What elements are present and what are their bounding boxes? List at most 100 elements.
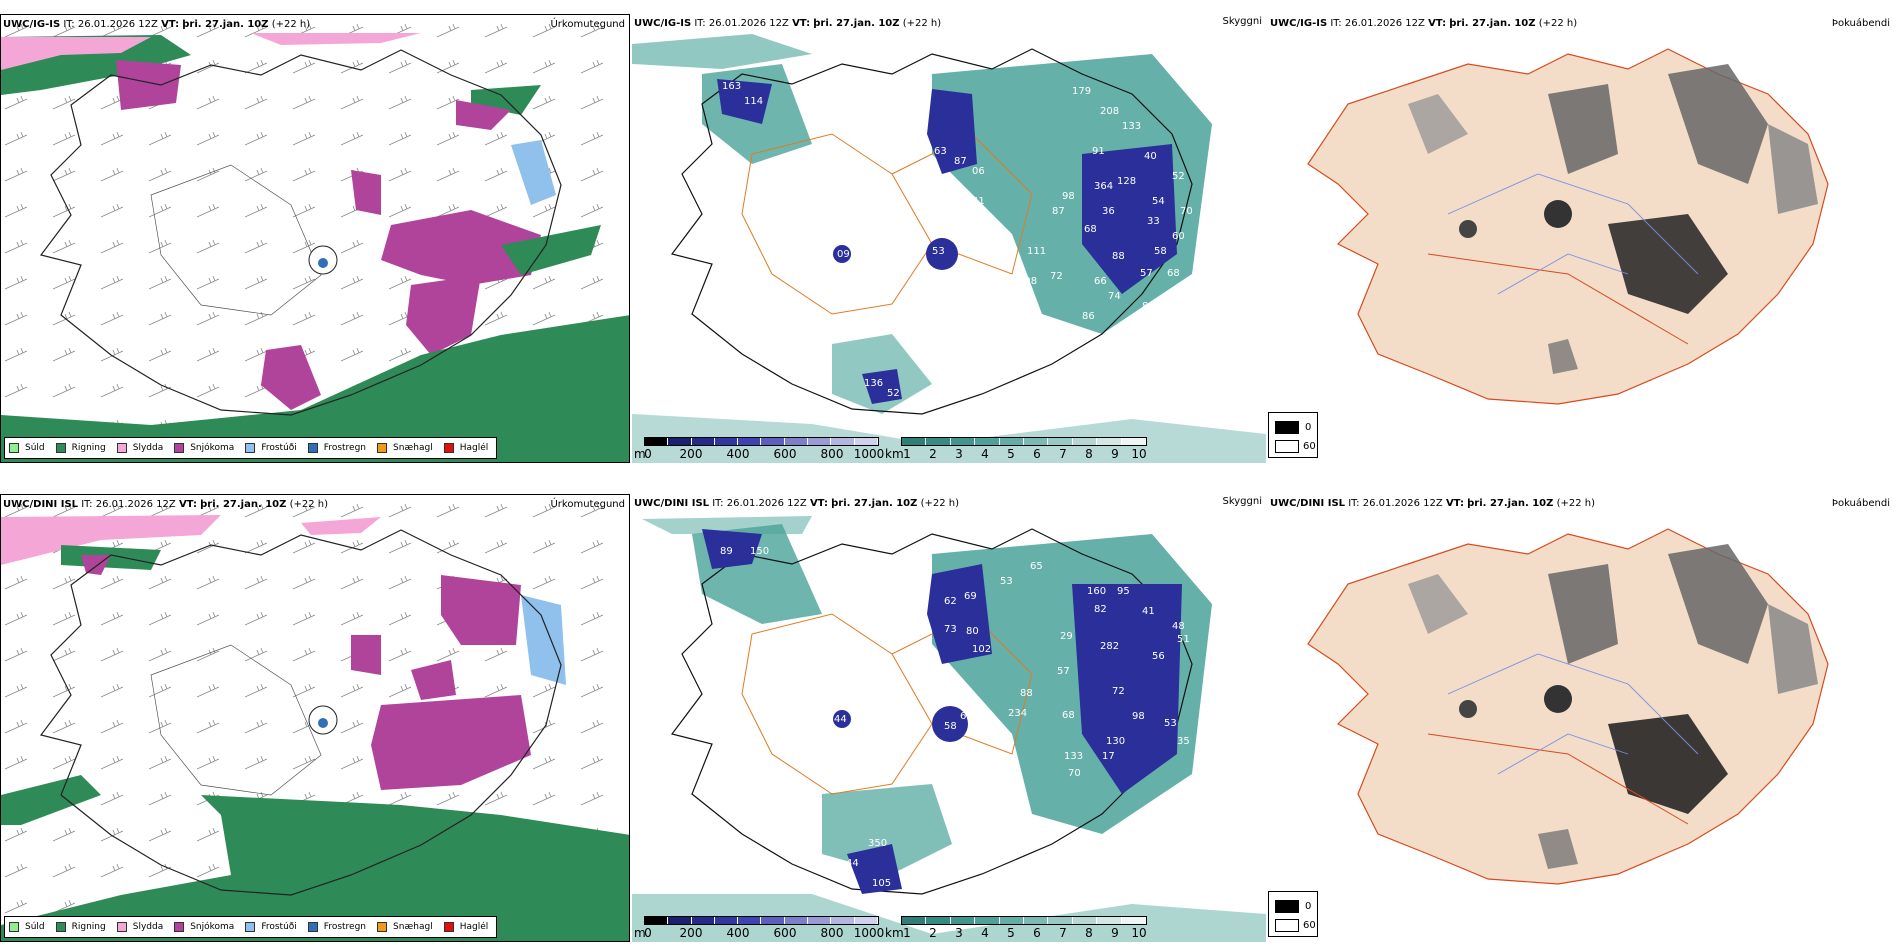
visibility-tick: 1	[903, 926, 911, 940]
visibility-tick: 8	[1085, 926, 1093, 940]
visibility-tick: 7	[1059, 447, 1067, 461]
height-unit: m	[634, 926, 646, 940]
legend-item: Frostúði	[245, 922, 297, 932]
height-tick: 200	[679, 926, 703, 940]
swatch	[245, 922, 256, 932]
svg-text:65: 65	[1030, 561, 1043, 572]
svg-text:282: 282	[1100, 641, 1119, 652]
fog-black-swatch	[1275, 900, 1299, 913]
svg-text:35: 35	[1177, 736, 1190, 747]
height-colorbar: m 0 200 400 600 800 1000	[634, 437, 884, 461]
legend-item: Snæhagl	[377, 922, 433, 932]
fog-map-svg	[1307, 528, 1829, 885]
svg-text:234: 234	[1008, 708, 1027, 719]
height-tick: 0	[644, 926, 652, 940]
svg-text:06: 06	[972, 166, 985, 177]
height-colorbar: m 0 200 400 600 800 1000	[634, 916, 884, 940]
fog-index-map-top: UWC/IG-IS IT: 26.01.2026 12Z VT: þri. 27…	[1268, 14, 1900, 409]
svg-text:88: 88	[1112, 251, 1125, 262]
svg-text:53: 53	[932, 246, 945, 257]
svg-text:65: 65	[960, 711, 973, 722]
legend-item: Snæhagl	[377, 443, 433, 453]
svg-text:70: 70	[1180, 206, 1193, 217]
svg-text:68: 68	[1062, 710, 1075, 721]
svg-text:33: 33	[1147, 216, 1160, 227]
fog-black-value: 0	[1305, 422, 1312, 433]
fog-index-map-bottom: UWC/DINI ISL IT: 26.01.2026 12Z VT: þri.…	[1268, 494, 1900, 889]
swatch	[377, 443, 388, 453]
visibility-tick: 4	[981, 926, 989, 940]
svg-text:88: 88	[1020, 688, 1033, 699]
legend-item: Snjókoma	[174, 922, 234, 932]
svg-text:17: 17	[1102, 751, 1115, 762]
svg-text:91: 91	[1092, 146, 1105, 157]
visibility-tick: 10	[1131, 926, 1147, 940]
visibility-colorbar: km 1 2 3 4 5 6 7 8 9 10	[885, 916, 1147, 940]
precip-map-svg	[1, 495, 629, 941]
height-tick: 800	[820, 926, 844, 940]
svg-text:73: 73	[944, 624, 957, 635]
cloud-visibility-map-top: UWC/IG-IS IT: 26.01.2026 12Z VT: þri. 27…	[632, 14, 1266, 463]
panel-label: Úrkomutegund	[550, 499, 625, 510]
svg-text:69: 69	[964, 591, 977, 602]
height-bar	[644, 916, 879, 925]
height-unit: m	[634, 447, 646, 461]
legend-item: Frostregn	[307, 443, 366, 453]
swatch	[443, 922, 454, 932]
svg-text:108: 108	[1018, 276, 1037, 287]
swatch	[443, 443, 454, 453]
panel-label: Þokuábendi	[1831, 498, 1890, 509]
panel-title: UWC/IG-IS IT: 26.01.2026 12Z VT: þri. 27…	[3, 19, 311, 30]
legend-item: Súld	[9, 443, 45, 453]
svg-text:60: 60	[1172, 231, 1185, 242]
height-bar	[644, 437, 879, 446]
swatch	[9, 922, 19, 932]
svg-text:09: 09	[837, 249, 850, 260]
visibility-tick: 10	[1131, 447, 1147, 461]
visibility-tick: 2	[929, 447, 937, 461]
visibility-tick: 3	[955, 447, 963, 461]
legend-item: Slydda	[116, 443, 163, 453]
cloud-map-svg: 89 150 62 69 73 80 102 58 65 44 53 65 16…	[632, 516, 1266, 942]
svg-text:114: 114	[744, 96, 763, 107]
legend-item: Haglél	[443, 443, 488, 453]
svg-text:98: 98	[1132, 711, 1145, 722]
swatch	[307, 922, 318, 932]
svg-text:95: 95	[1117, 586, 1130, 597]
svg-text:70: 70	[1068, 768, 1081, 779]
panel-title: UWC/DINI ISL IT: 26.01.2026 12Z VT: þri.…	[634, 498, 960, 509]
swatch	[174, 922, 185, 932]
fog-index-legend: 0 60	[1268, 891, 1318, 937]
svg-text:57: 57	[1057, 666, 1070, 677]
svg-text:58: 58	[1154, 246, 1167, 257]
swatch	[377, 922, 388, 932]
svg-text:29: 29	[1060, 631, 1073, 642]
svg-text:44: 44	[834, 714, 847, 725]
visibility-bar	[901, 437, 1147, 446]
swatch	[307, 443, 318, 453]
precip-legend: Súld Rigning Slydda Snjókoma Frostúði Fr…	[4, 916, 498, 938]
panel-title: UWC/IG-IS IT: 26.01.2026 12Z VT: þri. 27…	[634, 18, 942, 29]
svg-text:68: 68	[1084, 224, 1097, 235]
swatch	[116, 922, 127, 932]
fog-map-svg	[1307, 48, 1829, 405]
svg-text:133: 133	[1122, 121, 1141, 132]
svg-text:133: 133	[1064, 751, 1083, 762]
svg-text:150: 150	[750, 546, 769, 557]
visibility-tick: 8	[1085, 447, 1093, 461]
fog-black-value: 0	[1305, 901, 1312, 912]
visibility-tick: 1	[903, 447, 911, 461]
svg-text:82: 82	[1094, 604, 1107, 615]
svg-text:66: 66	[1094, 276, 1107, 287]
precip-legend: Súld Rigning Slydda Snjókoma Frostúði Fr…	[4, 437, 498, 459]
panel-label: Úrkomutegund	[550, 19, 625, 30]
visibility-tick: 6	[1033, 447, 1041, 461]
height-tick: 1000	[853, 447, 885, 461]
svg-text:46: 46	[1037, 346, 1050, 357]
visibility-tick: 9	[1111, 447, 1119, 461]
cloud-base-labels: 163 114 63 87 06 74 41 53 09 179 208 133…	[722, 81, 1193, 399]
svg-text:130: 130	[1106, 736, 1125, 747]
svg-text:44: 44	[846, 858, 859, 869]
swatch	[116, 443, 127, 453]
svg-text:102: 102	[972, 644, 991, 655]
